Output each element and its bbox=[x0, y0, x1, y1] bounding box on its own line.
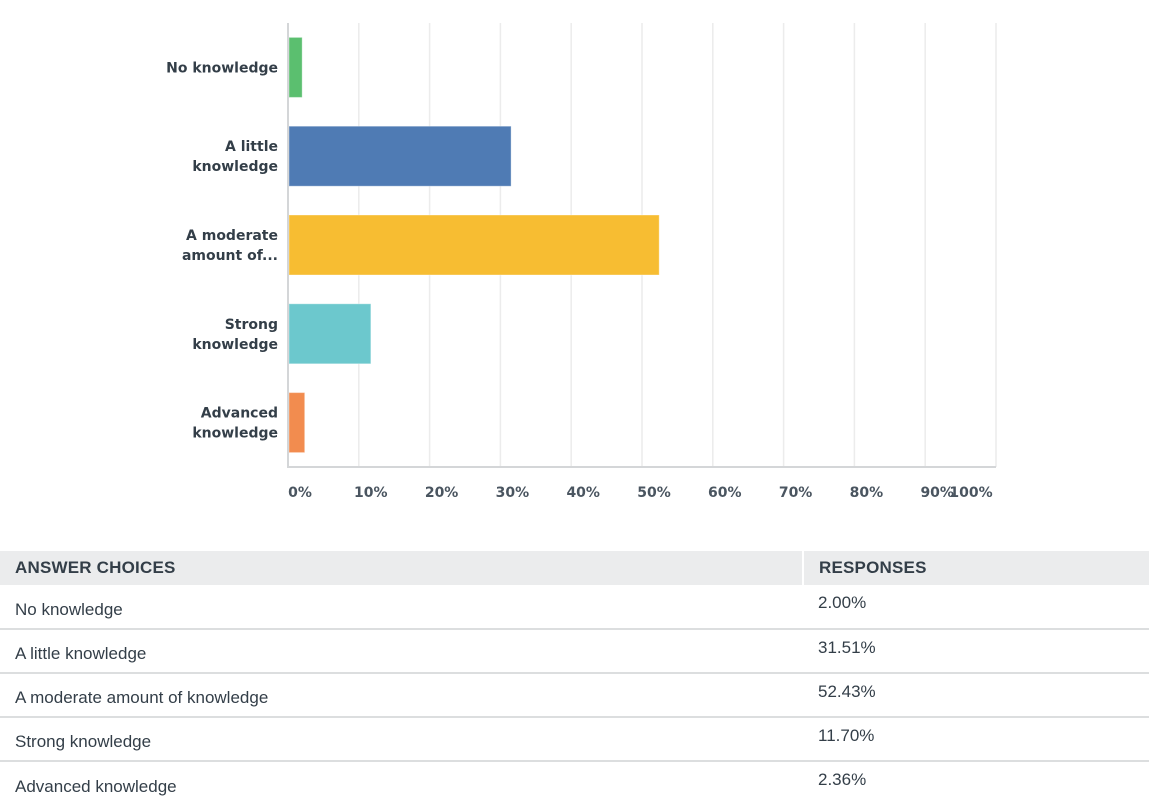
x-tick-label: 70% bbox=[779, 485, 813, 501]
x-tick-label: 40% bbox=[566, 485, 600, 501]
table-row: A moderate amount of knowledge 52.43% bbox=[0, 673, 1149, 718]
x-tick-label: 100% bbox=[949, 485, 992, 501]
category-label-line: Advanced bbox=[201, 406, 278, 422]
x-tick-label: 0% bbox=[288, 485, 312, 501]
axes bbox=[287, 23, 996, 468]
header-responses: RESPONSES bbox=[802, 551, 1149, 585]
header-answer-choices: ANSWER CHOICES bbox=[0, 551, 803, 585]
x-tick-label: 10% bbox=[354, 485, 388, 501]
category-label: A moderate amount of... bbox=[182, 228, 278, 264]
x-tick-label: 30% bbox=[496, 485, 530, 501]
category-label: Advanced knowledge bbox=[192, 406, 278, 442]
category-label-line: A moderate bbox=[186, 228, 278, 244]
category-label-line: amount of... bbox=[182, 248, 278, 264]
x-tick-label: 20% bbox=[425, 485, 459, 501]
bar bbox=[288, 125, 512, 187]
bar bbox=[288, 214, 660, 276]
x-tick-label: 50% bbox=[637, 485, 671, 501]
answer-choice: A moderate amount of knowledge bbox=[0, 673, 803, 718]
category-label-line: A little bbox=[225, 139, 278, 155]
response-percent: 11.70% bbox=[803, 717, 1149, 762]
x-tick-label: 60% bbox=[708, 485, 742, 501]
answer-choice: Advanced knowledge bbox=[15, 776, 177, 796]
response-percent: 31.51% bbox=[803, 629, 1149, 674]
category-label: No knowledge bbox=[166, 60, 278, 76]
bars bbox=[288, 36, 660, 454]
bar bbox=[288, 36, 303, 98]
x-tick-labels: 0% 10% 20% 30% 40% 50% 60% 70% 80% 90%100% bbox=[288, 485, 993, 501]
answer-choice: No knowledge bbox=[0, 585, 803, 630]
table-row: No knowledge 2.00% bbox=[0, 585, 1149, 630]
x-tick-label: 90% bbox=[920, 485, 954, 501]
category-label-line: Strong bbox=[225, 317, 278, 333]
table-row: Advanced knowledge 2.36% bbox=[0, 761, 1149, 802]
category-label-line: No knowledge bbox=[166, 60, 278, 76]
category-label-line: knowledge bbox=[192, 426, 278, 442]
table-header-row: ANSWER CHOICES RESPONSES bbox=[0, 551, 1149, 585]
response-percent: 2.36% bbox=[818, 770, 867, 789]
table-row: Strong knowledge 11.70% bbox=[0, 717, 1149, 762]
results-table: ANSWER CHOICES RESPONSES No knowledge 2.… bbox=[0, 551, 1149, 802]
bar bbox=[288, 392, 306, 454]
answer-choice: A little knowledge bbox=[0, 629, 803, 674]
response-percent: 2.00% bbox=[803, 585, 1149, 630]
category-label: Strong knowledge bbox=[192, 317, 278, 353]
bar bbox=[288, 303, 372, 365]
table-row: A little knowledge 31.51% bbox=[0, 629, 1149, 674]
answer-choice: Strong knowledge bbox=[0, 717, 803, 762]
x-tick-label: 80% bbox=[850, 485, 884, 501]
bar-chart: No knowledge A little knowledge A moderate a… bbox=[166, 23, 997, 501]
category-label-line: knowledge bbox=[192, 159, 278, 175]
category-labels: No knowledge A little knowledge A moderate a… bbox=[166, 60, 278, 441]
response-percent: 52.43% bbox=[803, 673, 1149, 718]
category-label: A little knowledge bbox=[192, 139, 278, 175]
category-label-line: knowledge bbox=[192, 337, 278, 353]
